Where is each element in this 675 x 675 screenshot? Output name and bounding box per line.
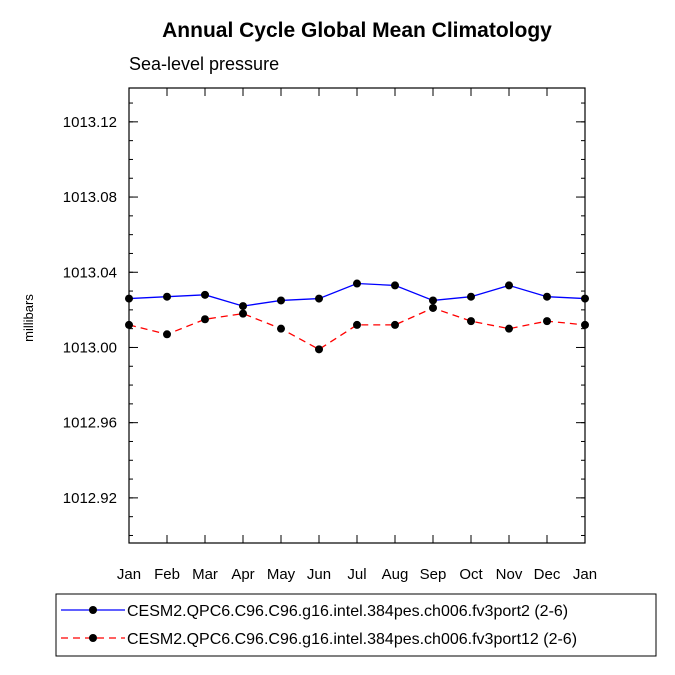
data-point (543, 292, 551, 301)
data-point (239, 302, 247, 311)
x-tick-label: Jun (307, 566, 331, 583)
chart-subtitle: Sea-level pressure (129, 54, 279, 74)
data-point (505, 324, 513, 333)
data-point (467, 317, 475, 326)
data-point (391, 320, 399, 329)
data-point (277, 296, 285, 305)
legend-box (55, 593, 657, 657)
data-point (125, 320, 133, 329)
data-point (163, 330, 171, 339)
y-tick-label: 1013.12 (63, 114, 117, 131)
legend-label: CESM2.QPC6.C96.C96.g16.intel.384pes.ch00… (127, 603, 568, 620)
y-axis-label: millibars (21, 294, 36, 342)
data-point (543, 317, 551, 326)
data-point (467, 292, 475, 301)
data-point (581, 320, 589, 329)
x-tick-label: Oct (459, 566, 483, 583)
x-tick-label: May (267, 566, 296, 583)
legend-marker (89, 606, 97, 614)
x-tick-label: Jan (117, 566, 141, 583)
data-point (277, 324, 285, 333)
data-point (125, 294, 133, 303)
data-point (505, 281, 513, 290)
x-tick-label: Sep (420, 566, 447, 583)
y-tick-label: 1013.04 (63, 264, 117, 281)
data-point (353, 320, 361, 329)
y-tick-label: 1012.92 (63, 490, 117, 507)
data-point (239, 309, 247, 318)
data-point (353, 279, 361, 288)
data-point (581, 294, 589, 303)
x-tick-label: Feb (154, 566, 180, 583)
data-point (429, 296, 437, 305)
legend: CESM2.QPC6.C96.C96.g16.intel.384pes.ch00… (55, 593, 657, 657)
y-tick-label: 1013.00 (63, 339, 117, 356)
data-point (391, 281, 399, 290)
data-point (201, 315, 209, 324)
data-point (163, 292, 171, 301)
chart-title: Annual Cycle Global Mean Climatology (162, 19, 552, 42)
y-tick-label: 1013.08 (63, 189, 117, 206)
x-tick-label: Jul (347, 566, 366, 583)
data-point (315, 294, 323, 303)
x-tick-label: Aug (382, 566, 409, 583)
plot-frame (128, 87, 586, 544)
legend-marker (89, 634, 97, 642)
data-point (315, 345, 323, 354)
x-tick-label: Mar (192, 566, 218, 583)
x-tick-label: Dec (534, 566, 561, 583)
y-tick-label: 1012.96 (63, 415, 117, 432)
x-tick-label: Nov (496, 566, 523, 583)
legend-label: CESM2.QPC6.C96.C96.g16.intel.384pes.ch00… (127, 631, 577, 648)
data-point (201, 290, 209, 299)
data-point (429, 303, 437, 312)
x-tick-label: Jan (573, 566, 597, 583)
x-tick-label: Apr (231, 566, 254, 583)
